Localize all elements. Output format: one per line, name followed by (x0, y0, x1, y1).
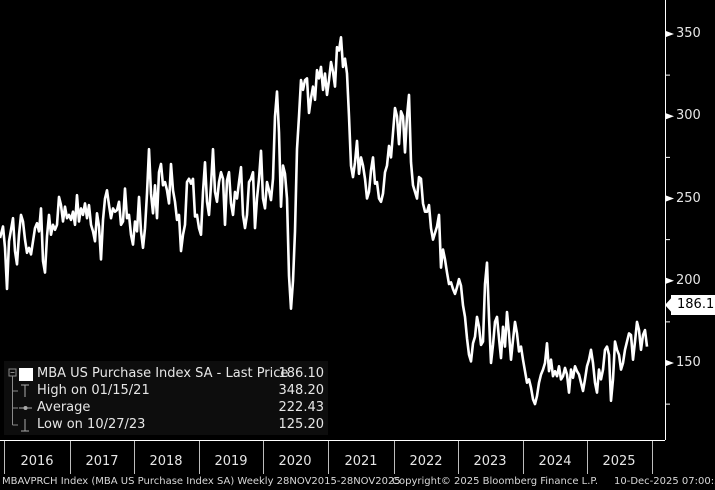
legend-label: Average (37, 400, 91, 415)
last-price-tag: 186.10 (671, 295, 715, 315)
legend-row-high: High on 01/15/21 348.20 (4, 382, 328, 400)
high-marker-icon (12, 382, 29, 400)
y-axis-ticks (666, 31, 674, 405)
legend-label: MBA US Purchase Index SA - Last Price (37, 366, 289, 381)
legend: MBA US Purchase Index SA - Last Price 18… (4, 361, 328, 435)
x-label-2018: 2018 (149, 454, 183, 469)
y-label-150: 150 (676, 355, 701, 370)
x-label-2025: 2025 (602, 454, 636, 469)
legend-row-last-price: MBA US Purchase Index SA - Last Price 18… (4, 365, 328, 383)
x-label-2022: 2022 (409, 454, 443, 469)
y-label-350: 350 (676, 26, 701, 41)
x-axis-ticks (4, 441, 653, 474)
x-label-2024: 2024 (538, 454, 572, 469)
y-label-250: 250 (676, 191, 701, 206)
x-label-2016: 2016 (20, 454, 54, 469)
legend-row-low: Low on 10/27/23 125.20 (4, 416, 328, 434)
collapse-box-icon[interactable] (8, 365, 34, 383)
legend-row-average: Average 222.43 (4, 399, 328, 417)
legend-label: High on 01/15/21 (37, 383, 150, 398)
footer-copyright: Copyright© 2025 Bloomberg Finance L.P. (392, 476, 599, 487)
legend-label: Low on 10/27/23 (37, 417, 146, 432)
average-marker-icon (12, 399, 32, 417)
y-label-300: 300 (676, 108, 701, 123)
legend-value: 125.20 (278, 417, 325, 432)
y-label-200: 200 (676, 273, 701, 288)
x-label-2019: 2019 (214, 454, 248, 469)
x-label-2023: 2023 (473, 454, 507, 469)
x-label-2017: 2017 (85, 454, 119, 469)
x-label-2021: 2021 (344, 454, 378, 469)
legend-value: 186.10 (278, 366, 325, 381)
low-marker-icon (12, 416, 29, 432)
series-swatch-icon (19, 368, 33, 381)
legend-value: 222.43 (278, 400, 325, 415)
legend-value: 348.20 (278, 383, 325, 398)
footer-timestamp: 10-Dec-2025 07:00:55 (614, 476, 715, 487)
x-label-2020: 2020 (278, 454, 312, 469)
price-line (0, 35, 649, 406)
footer-ticker-info: MBAVPRCH Index (MBA US Purchase Index SA… (2, 476, 401, 487)
